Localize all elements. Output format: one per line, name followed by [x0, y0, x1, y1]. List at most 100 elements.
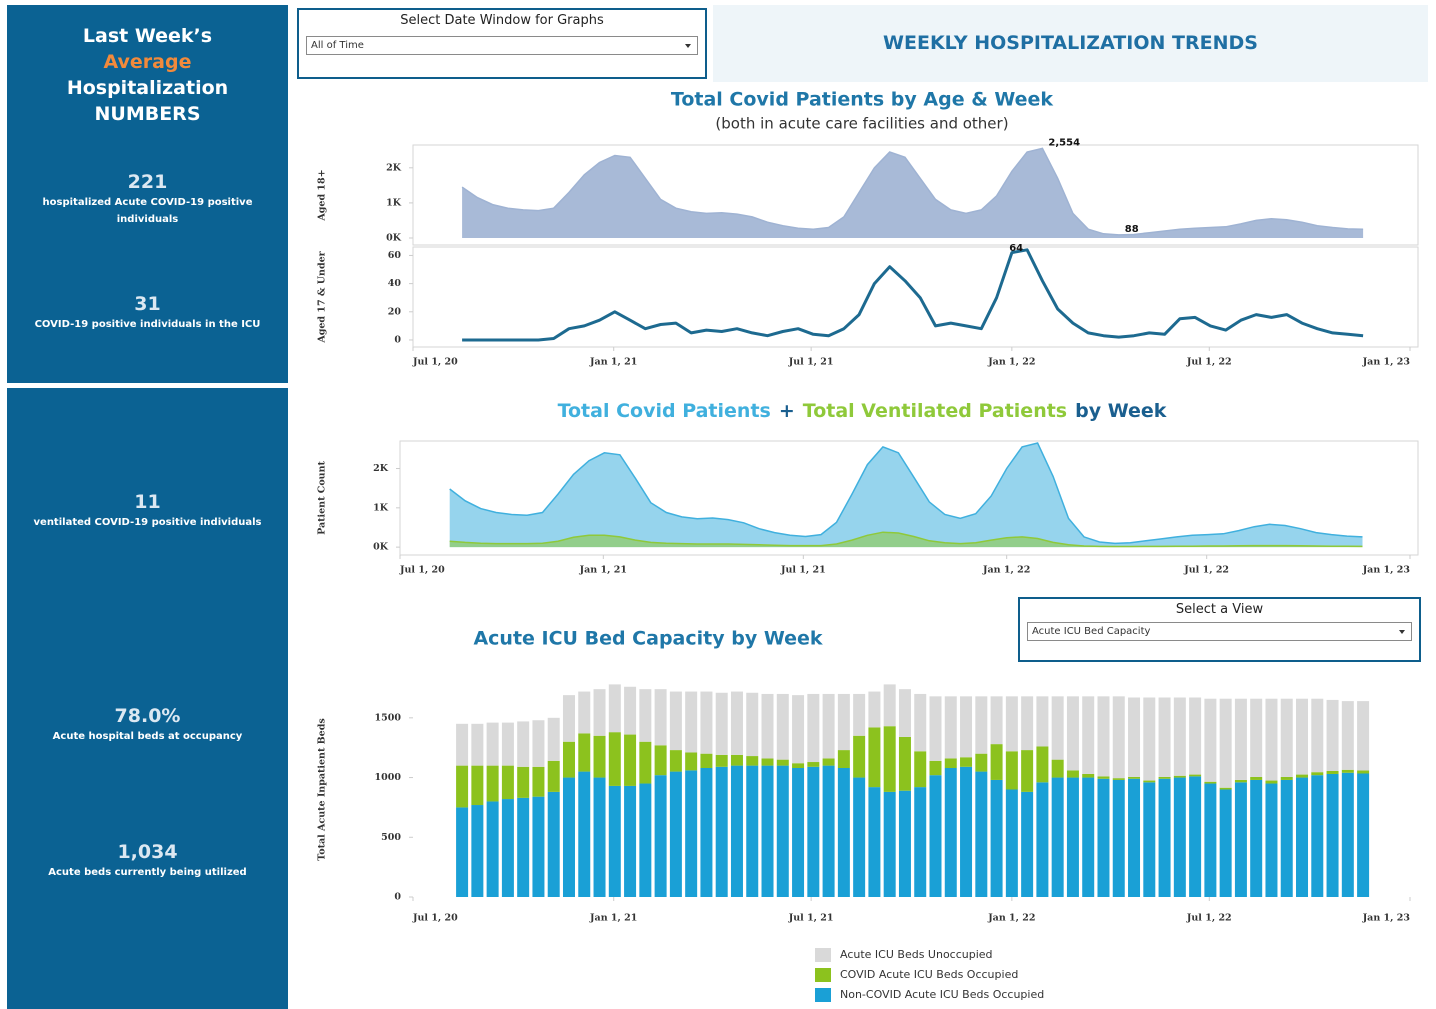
- x-tick-label: Jan 1, 21: [579, 565, 627, 576]
- chart-title-part: Total Ventilated Patients: [803, 400, 1067, 422]
- bar-segment: [1066, 696, 1079, 771]
- bar-segment: [1189, 774, 1202, 777]
- bar-segment: [1051, 777, 1064, 897]
- bar-segment: [975, 771, 988, 897]
- bar-segment: [1234, 782, 1247, 897]
- bar-segment: [1051, 759, 1064, 778]
- bar-segment: [456, 807, 469, 897]
- bar-segment: [1357, 773, 1370, 897]
- x-tick-label: Jul 1, 21: [788, 913, 834, 924]
- bar-segment: [578, 691, 591, 734]
- stat-label: Acute beds currently being utilized: [48, 867, 247, 878]
- plot-frame: [399, 440, 1419, 556]
- bar-segment: [853, 777, 866, 897]
- bar-segment: [868, 691, 881, 728]
- bar-segment: [1021, 750, 1034, 792]
- control-label: Select a View: [1175, 602, 1264, 617]
- bar-segment: [1112, 779, 1125, 897]
- bar-segment: [1158, 776, 1171, 779]
- y-tick-label: 0K: [386, 232, 402, 243]
- bar-segment: [990, 744, 1003, 780]
- bar-segment: [1143, 780, 1156, 783]
- bar-segment: [685, 770, 698, 897]
- chart: Acute ICU Bed Capacity by Week Total Acut…: [317, 628, 1411, 1002]
- line: [462, 248, 1364, 342]
- bar-segment: [914, 751, 927, 788]
- bar-segment: [822, 693, 835, 759]
- bar-segment: [1036, 746, 1049, 783]
- bar-segment: [1311, 775, 1324, 897]
- bar-segment: [471, 805, 484, 897]
- bar-segment: [456, 723, 469, 766]
- bar-segment: [944, 696, 957, 759]
- bar-segment: [960, 757, 973, 767]
- bar-segment: [562, 741, 575, 778]
- stat: 1,034 Acute beds currently being utilized: [17, 840, 278, 881]
- bar-segment: [990, 696, 1003, 745]
- summary-panel: 11 ventilated COVID-19 positive individua…: [7, 388, 288, 1009]
- bar-segment: [746, 756, 759, 766]
- summary-panel: Last Week’s Average Hospitalization NUMB…: [7, 5, 288, 383]
- bar-segment: [639, 741, 652, 784]
- bar-segment: [883, 726, 896, 792]
- bar-segment: [1128, 697, 1141, 777]
- bar-segment: [1173, 777, 1186, 897]
- bar-segment: [669, 691, 682, 751]
- chart-title-part: +: [779, 400, 795, 422]
- bar-segment: [1158, 778, 1171, 897]
- x-tick-label: Jul 1, 21: [788, 357, 834, 368]
- y-tick-label: 1K: [373, 502, 389, 513]
- y-tick-label: 0: [394, 892, 401, 903]
- bar-segment: [1143, 782, 1156, 897]
- bar-segment: [1265, 698, 1278, 781]
- bar-segment: [730, 754, 743, 766]
- bar-segment: [883, 791, 896, 897]
- bar-segment: [853, 735, 866, 778]
- bar-segment: [593, 689, 606, 736]
- bar-segment: [456, 765, 469, 808]
- area-fill: [449, 443, 1363, 548]
- stat: 78.0% Acute hospital beds at occupancy: [17, 704, 278, 745]
- bar-segment: [1280, 698, 1293, 777]
- bar-segment: [547, 791, 560, 897]
- y-axis-label: Aged 18+: [317, 169, 328, 221]
- bar-segment: [608, 785, 621, 897]
- dropdown[interactable]: Acute ICU Bed Capacity: [1027, 622, 1412, 641]
- stat: 11 ventilated COVID-19 positive individua…: [17, 490, 278, 531]
- chart: Total Covid Patients + Total Ventilated Pa…: [317, 400, 1419, 576]
- page-header: WEEKLY HOSPITALIZATION TRENDS: [713, 5, 1428, 82]
- bar-segment: [1326, 770, 1339, 774]
- bar-segment: [1219, 787, 1232, 790]
- bar-segment: [715, 766, 728, 897]
- bar-segment: [471, 765, 484, 806]
- bar-segment: [486, 765, 499, 802]
- bar-segment: [1097, 776, 1110, 779]
- bar-segment: [1234, 779, 1247, 783]
- y-tick-label: 1500: [375, 712, 402, 723]
- bar-segment: [1296, 698, 1309, 775]
- title-line: NUMBERS: [94, 103, 201, 125]
- bar-segment: [960, 696, 973, 758]
- bar-segment: [807, 766, 820, 897]
- bar-segment: [960, 766, 973, 897]
- dropdown-value: Acute ICU Bed Capacity: [1032, 626, 1151, 637]
- legend-label: COVID Acute ICU Beds Occupied: [840, 968, 1018, 981]
- bar-segment: [761, 693, 774, 759]
- bar-segment: [929, 760, 942, 776]
- bar-segment: [1326, 773, 1339, 897]
- dropdown[interactable]: All of Time: [306, 36, 698, 55]
- y-tick-label: 40: [388, 278, 402, 289]
- bar-segment: [837, 750, 850, 768]
- bar-segment: [807, 762, 820, 767]
- bar-segment: [1021, 791, 1034, 897]
- title-line: Last Week’s: [82, 25, 213, 47]
- stat-value: 221: [127, 171, 168, 193]
- stat: 31 COVID-19 positive individuals in the I…: [17, 292, 278, 333]
- stat-value: 78.0%: [114, 705, 181, 727]
- bar-segment: [929, 775, 942, 897]
- plot-frame: [412, 246, 1419, 348]
- bar-segment: [1326, 699, 1339, 771]
- chart: Aged 17 & Under 0 20 40 60 Jul 1, 20 Jan 1, 21…: [317, 243, 1419, 368]
- legend-swatch: [815, 988, 831, 1002]
